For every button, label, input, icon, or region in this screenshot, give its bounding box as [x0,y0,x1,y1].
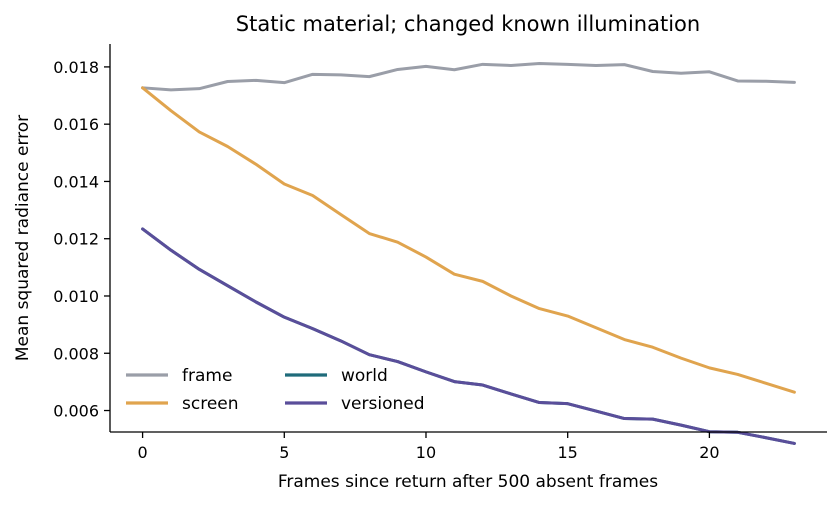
series-line-versioned [141,227,796,445]
y-tick-label: 0.014 [53,172,99,191]
x-tick-label: 10 [416,443,436,462]
x-axis-label: Frames since return after 500 absent fra… [278,472,658,492]
y-tick-label: 0.018 [53,58,99,77]
y-tick-label: 0.010 [53,287,99,306]
x-tick-label: 15 [558,443,578,462]
y-axis-label: Mean squared radiance error [13,115,33,361]
legend-label-frame: frame [182,366,232,386]
series-layer [141,61,796,445]
chart-title: Static material; changed known illuminat… [236,12,700,36]
x-tick-label: 0 [137,443,147,462]
legend-label-world: world [341,366,388,386]
legend: frame screen world versioned [126,366,425,414]
y-tick-label: 0.006 [53,402,99,421]
x-tick-label: 20 [699,443,719,462]
x-tick-label: 5 [279,443,289,462]
y-tick-label: 0.012 [53,230,99,249]
series-line-world [141,227,796,445]
y-tick-label: 0.008 [53,344,99,363]
y-tick-label: 0.016 [53,115,99,134]
series-line-frame [141,61,796,92]
y-axis-ticks: 0.006 0.008 0.010 0.012 0.014 0.016 0.018 [53,58,110,421]
x-axis-ticks: 0 5 10 15 20 [137,432,720,462]
legend-label-versioned: versioned [341,394,425,414]
legend-label-screen: screen [182,394,239,414]
series-line-screen [141,86,796,394]
